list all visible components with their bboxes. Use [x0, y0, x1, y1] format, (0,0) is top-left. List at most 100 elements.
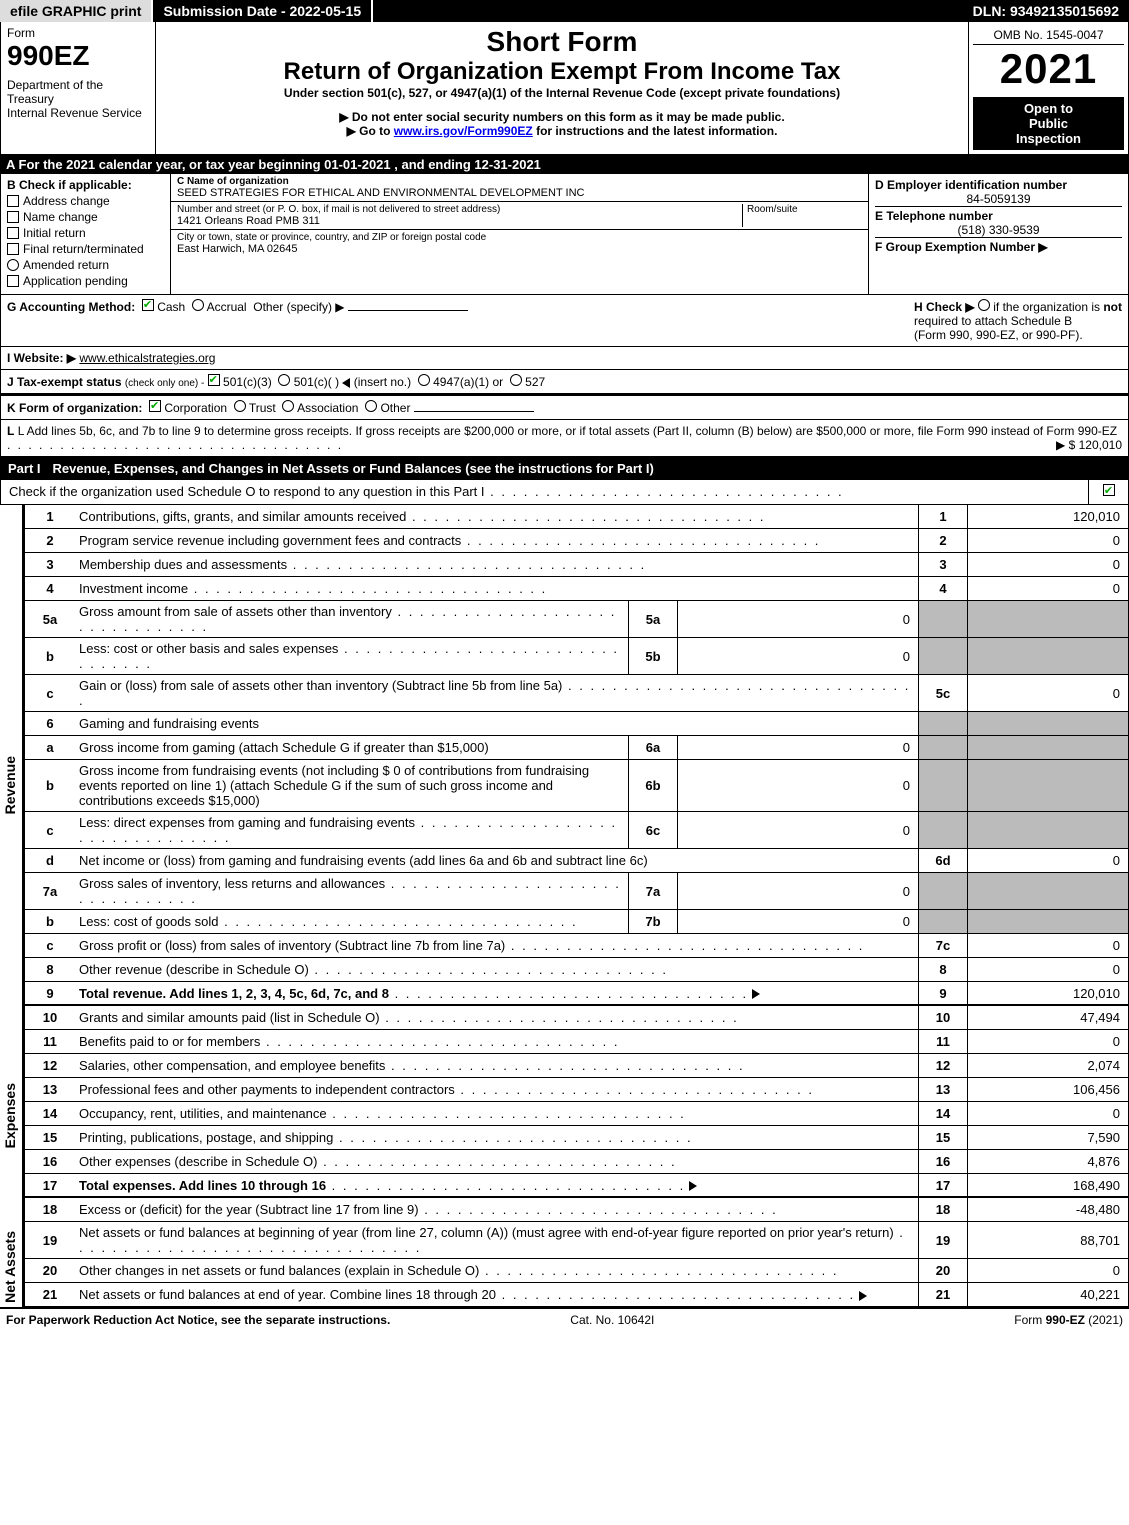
- chk-initial-return[interactable]: Initial return: [7, 226, 164, 240]
- cash-checkbox-icon[interactable]: [142, 299, 154, 311]
- trust-radio-icon[interactable]: [234, 400, 246, 412]
- h-text1: if the organization is: [993, 300, 1100, 314]
- header-center-col: Short Form Return of Organization Exempt…: [156, 22, 968, 154]
- line-1: 1 Contributions, gifts, grants, and simi…: [25, 505, 1128, 529]
- accrual-label: Accrual: [207, 300, 247, 314]
- tax-exempt-row: J Tax-exempt status (check only one) - 5…: [0, 370, 1129, 394]
- header-right-col: OMB No. 1545-0047 2021 Open to Public In…: [968, 22, 1128, 154]
- part1-title: Revenue, Expenses, and Changes in Net As…: [53, 461, 654, 476]
- chk-final-return[interactable]: Final return/terminated: [7, 242, 164, 256]
- chk-application-pending[interactable]: Application pending: [7, 274, 164, 288]
- line-19: 19 Net assets or fund balances at beginn…: [25, 1222, 1128, 1259]
- triangle-left-icon: [342, 378, 350, 388]
- opt-other: Other: [380, 401, 410, 415]
- chk-amended-return[interactable]: Amended return: [7, 258, 164, 272]
- line-6d: d Net income or (loss) from gaming and f…: [25, 849, 1128, 873]
- expenses-side-label: Expenses: [2, 1083, 18, 1148]
- instructions-link[interactable]: www.irs.gov/Form990EZ: [394, 124, 533, 138]
- j-label: J Tax-exempt status: [7, 375, 122, 389]
- line-7a: 7a Gross sales of inventory, less return…: [25, 873, 1128, 910]
- top-bar: efile GRAPHIC print Submission Date - 20…: [0, 0, 1129, 22]
- line-18: 18 Excess or (deficit) for the year (Sub…: [25, 1198, 1128, 1222]
- 501c3-checkbox-icon[interactable]: [208, 374, 220, 386]
- row-k: K Form of organization: Corporation Trus…: [0, 394, 1129, 420]
- header-left-col: Form 990EZ Department of the Treasury In…: [1, 22, 156, 154]
- section-c-col: C Name of organization SEED STRATEGIES F…: [171, 174, 868, 294]
- part1-header: Part I Revenue, Expenses, and Changes in…: [0, 457, 1129, 480]
- city-label: City or town, state or province, country…: [177, 232, 862, 243]
- short-form-title: Short Form: [164, 26, 960, 58]
- corporation-checkbox-icon[interactable]: [149, 400, 161, 412]
- footer: For Paperwork Reduction Act Notice, see …: [0, 1307, 1129, 1331]
- h-text3: (Form 990, 990-EZ, or 990-PF).: [914, 328, 1083, 342]
- goto-prefix: ▶ Go to: [347, 124, 391, 138]
- city-value: East Harwich, MA 02645: [177, 243, 862, 255]
- section-a-row: A For the 2021 calendar year, or tax yea…: [0, 155, 1129, 174]
- other-label: Other (specify) ▶: [253, 300, 344, 314]
- line-5c: c Gain or (loss) from sale of assets oth…: [25, 675, 1128, 712]
- footer-left: For Paperwork Reduction Act Notice, see …: [6, 1313, 390, 1327]
- other-specify-line[interactable]: [348, 310, 468, 311]
- line-num: 1: [25, 505, 75, 528]
- k-label: K Form of organization:: [7, 401, 142, 415]
- irs-label: Internal Revenue Service: [7, 106, 149, 120]
- subtitle: Under section 501(c), 527, or 4947(a)(1)…: [164, 86, 960, 100]
- line-16: 16 Other expenses (describe in Schedule …: [25, 1150, 1128, 1174]
- ein-label: D Employer identification number: [875, 178, 1122, 192]
- accrual-radio-icon[interactable]: [192, 299, 204, 311]
- other-org-radio-icon[interactable]: [365, 400, 377, 412]
- open1: Open to: [977, 101, 1120, 116]
- other-org-line[interactable]: [414, 411, 534, 412]
- chk-label: Final return/terminated: [23, 242, 144, 256]
- open2: Public: [977, 116, 1120, 131]
- line-13: 13 Professional fees and other payments …: [25, 1078, 1128, 1102]
- dots: [485, 484, 844, 499]
- h-radio-icon[interactable]: [978, 299, 990, 311]
- website-row: I Website: ▶ www.ethicalstrategies.org: [0, 347, 1129, 370]
- website-label: I Website: ▶: [7, 351, 76, 365]
- section-h: H Check ▶ if the organization is not req…: [914, 299, 1122, 342]
- part1-checkbox-icon[interactable]: [1103, 484, 1115, 496]
- checkbox-icon: [7, 227, 19, 239]
- street-address: 1421 Orleans Road PMB 311: [177, 215, 742, 227]
- part1-check-cell: [1088, 480, 1128, 504]
- l-amount: ▶ $ 120,010: [1056, 438, 1122, 452]
- 4947-radio-icon[interactable]: [418, 374, 430, 386]
- section-b-title: B Check if applicable:: [7, 178, 164, 192]
- label-c: C Name of organization: [177, 176, 289, 187]
- efile-print-tab[interactable]: efile GRAPHIC print: [0, 0, 153, 22]
- triangle-icon: [859, 1291, 867, 1301]
- revenue-table: 1 Contributions, gifts, grants, and simi…: [24, 505, 1129, 1006]
- chk-label: Name change: [23, 210, 98, 224]
- line-11: 11 Benefits paid to or for members 11 0: [25, 1030, 1128, 1054]
- chk-address-change[interactable]: Address change: [7, 194, 164, 208]
- website-url[interactable]: www.ethicalstrategies.org: [79, 351, 215, 365]
- checkbox-icon: [7, 211, 19, 223]
- city-block: City or town, state or province, country…: [171, 230, 868, 257]
- line-20: 20 Other changes in net assets or fund b…: [25, 1259, 1128, 1283]
- opt-501c3: 501(c)(3): [223, 375, 272, 389]
- association-radio-icon[interactable]: [282, 400, 294, 412]
- section-d-col: D Employer identification number 84-5059…: [868, 174, 1128, 294]
- submission-date-tab: Submission Date - 2022-05-15: [153, 0, 373, 22]
- chk-label: Address change: [23, 194, 110, 208]
- opt-corporation: Corporation: [164, 401, 227, 415]
- form-label: Form: [7, 26, 149, 40]
- org-name-block: C Name of organization SEED STRATEGIES F…: [171, 174, 868, 202]
- line-8: 8 Other revenue (describe in Schedule O)…: [25, 958, 1128, 982]
- 501c-radio-icon[interactable]: [278, 374, 290, 386]
- j-note: (check only one) -: [125, 378, 204, 389]
- line-14: 14 Occupancy, rent, utilities, and maint…: [25, 1102, 1128, 1126]
- dln-label: DLN: 93492135015692: [963, 0, 1129, 22]
- h-not: not: [1103, 300, 1122, 314]
- chk-label: Initial return: [23, 226, 86, 240]
- radio-icon: [7, 259, 19, 271]
- checkbox-icon: [7, 243, 19, 255]
- part1-check-row: Check if the organization used Schedule …: [0, 480, 1129, 505]
- chk-name-change[interactable]: Name change: [7, 210, 164, 224]
- 527-radio-icon[interactable]: [510, 374, 522, 386]
- line-12: 12 Salaries, other compensation, and emp…: [25, 1054, 1128, 1078]
- addr-block: Number and street (or P. O. box, if mail…: [171, 202, 868, 230]
- footer-right: Form 990-EZ (2021): [1014, 1313, 1123, 1327]
- ein-value: 84-5059139: [875, 192, 1122, 206]
